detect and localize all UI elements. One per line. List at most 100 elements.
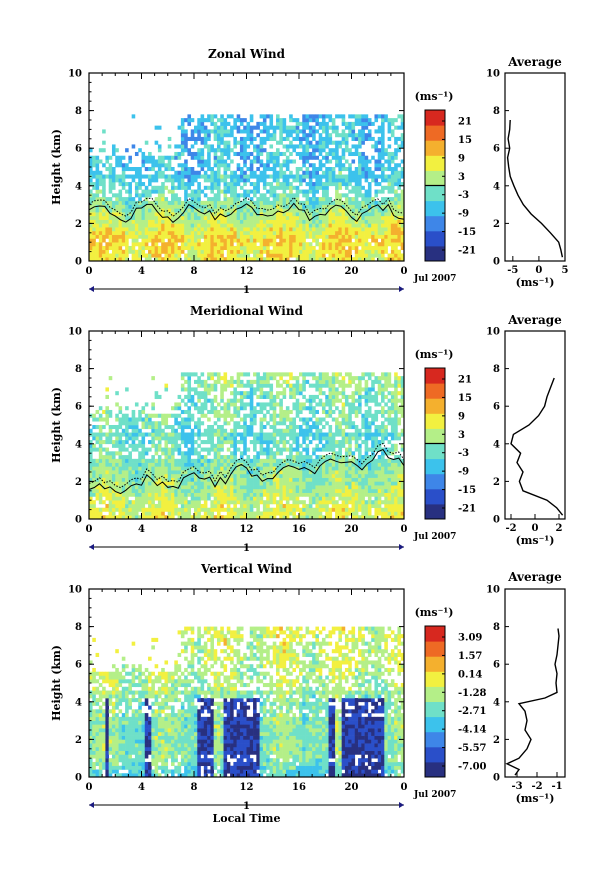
heatmap-cell bbox=[256, 151, 260, 157]
heatmap-cell bbox=[111, 503, 116, 509]
heatmap-cell bbox=[203, 503, 208, 509]
heatmap-cell bbox=[236, 409, 241, 415]
heatmap-cell bbox=[253, 227, 257, 232]
heatmap-cell bbox=[276, 421, 280, 426]
heatmap-cell bbox=[167, 462, 172, 467]
heatmap-cell bbox=[315, 470, 319, 475]
heatmap-cell bbox=[144, 140, 149, 145]
heatmap-cell bbox=[249, 409, 254, 415]
heatmap-cell bbox=[174, 470, 178, 475]
heatmap-cell bbox=[292, 470, 297, 475]
heatmap-cell bbox=[92, 159, 96, 164]
heatmap-cell bbox=[118, 462, 123, 467]
heatmap-cell bbox=[167, 473, 172, 478]
heatmap-cell bbox=[207, 151, 211, 157]
heatmap-cell bbox=[276, 178, 280, 183]
heatmap-cell bbox=[256, 379, 260, 384]
heatmap-cell bbox=[128, 215, 132, 220]
heatmap-cell bbox=[321, 223, 326, 228]
average-frame bbox=[504, 72, 566, 262]
heatmap-cell bbox=[305, 125, 310, 130]
heatmap-cell bbox=[230, 219, 234, 224]
heatmap-cell bbox=[364, 249, 369, 254]
heatmap-cell bbox=[216, 481, 221, 486]
heatmap-cell bbox=[262, 148, 267, 153]
heatmap-cell bbox=[164, 503, 169, 509]
heatmap-cell bbox=[325, 178, 329, 183]
heatmap-cell bbox=[187, 485, 192, 490]
heatmap-cell bbox=[279, 167, 283, 172]
heatmap-cell bbox=[121, 230, 126, 235]
heatmap-cell bbox=[377, 182, 382, 187]
heatmap-cell bbox=[335, 133, 339, 138]
heatmap-cell bbox=[236, 496, 241, 501]
heatmap-cell bbox=[394, 253, 398, 258]
heatmap-cell bbox=[197, 409, 201, 415]
heatmap-cell bbox=[167, 215, 172, 220]
heatmap-cell bbox=[335, 129, 339, 134]
heatmap-cell bbox=[266, 451, 270, 456]
heatmap-cell bbox=[387, 212, 392, 217]
heatmap-cell bbox=[207, 178, 211, 183]
heatmap-cell bbox=[89, 496, 93, 501]
average-y-tick-label: 10 bbox=[486, 69, 500, 80]
heatmap-cell bbox=[256, 383, 260, 388]
heatmap-cell bbox=[295, 379, 300, 384]
heatmap-cell bbox=[364, 159, 369, 164]
heatmap-cell bbox=[262, 500, 267, 505]
heatmap-cell bbox=[239, 118, 244, 123]
heatmap-cell bbox=[397, 208, 402, 213]
heatmap-cell bbox=[262, 436, 267, 441]
heatmap-cell bbox=[276, 503, 280, 509]
heatmap-cell bbox=[102, 234, 106, 239]
heatmap-cell bbox=[243, 511, 247, 516]
heatmap-cell bbox=[226, 212, 231, 217]
heatmap-cell bbox=[236, 485, 241, 490]
heatmap-cell bbox=[210, 148, 214, 153]
heatmap-cell bbox=[128, 485, 132, 490]
heatmap-cell bbox=[269, 507, 274, 512]
heatmap-cell bbox=[289, 249, 293, 254]
heatmap-cell bbox=[141, 215, 146, 220]
heatmap-cell bbox=[374, 249, 379, 254]
heatmap-cell bbox=[233, 515, 237, 520]
heatmap-cell bbox=[262, 167, 267, 172]
heatmap-cell bbox=[203, 174, 208, 179]
heatmap-cell bbox=[315, 189, 319, 194]
heatmap-cell bbox=[125, 249, 129, 254]
heatmap-cell bbox=[220, 257, 224, 262]
heatmap-cell bbox=[351, 174, 356, 179]
heatmap-cell bbox=[92, 230, 96, 235]
heatmap-cell bbox=[302, 129, 306, 134]
heatmap-cell bbox=[266, 372, 270, 377]
heatmap-cell bbox=[95, 155, 100, 160]
heatmap-cell bbox=[351, 242, 356, 247]
heatmap-cell bbox=[108, 451, 113, 456]
heatmap-cell bbox=[321, 170, 326, 175]
heatmap-cell bbox=[341, 114, 346, 119]
heatmap-cell bbox=[256, 167, 260, 172]
heatmap-cell bbox=[190, 208, 195, 213]
heatmap-cell bbox=[295, 447, 300, 452]
heatmap-cell bbox=[302, 406, 306, 411]
heatmap-cell bbox=[299, 500, 303, 505]
heatmap-cell bbox=[246, 144, 251, 149]
heatmap-cell bbox=[239, 500, 244, 505]
heatmap-cell bbox=[144, 159, 149, 164]
heatmap-cell bbox=[246, 174, 251, 179]
heatmap-cell bbox=[285, 215, 290, 220]
heatmap-cell bbox=[390, 230, 395, 235]
heatmap-cell bbox=[213, 372, 218, 377]
heatmap-cell bbox=[223, 440, 228, 445]
heatmap-cell bbox=[194, 477, 198, 482]
heatmap-cell bbox=[315, 443, 319, 448]
colorbar-tick-label: -15 bbox=[458, 227, 476, 238]
heatmap-cell bbox=[279, 391, 283, 396]
heatmap-cell bbox=[394, 118, 398, 123]
heatmap-cell bbox=[89, 170, 93, 175]
heatmap-cell bbox=[177, 144, 182, 149]
heatmap-cell bbox=[197, 125, 201, 130]
heatmap-cell bbox=[105, 496, 109, 501]
heatmap-cell bbox=[335, 227, 339, 232]
heatmap-cell bbox=[95, 167, 100, 172]
